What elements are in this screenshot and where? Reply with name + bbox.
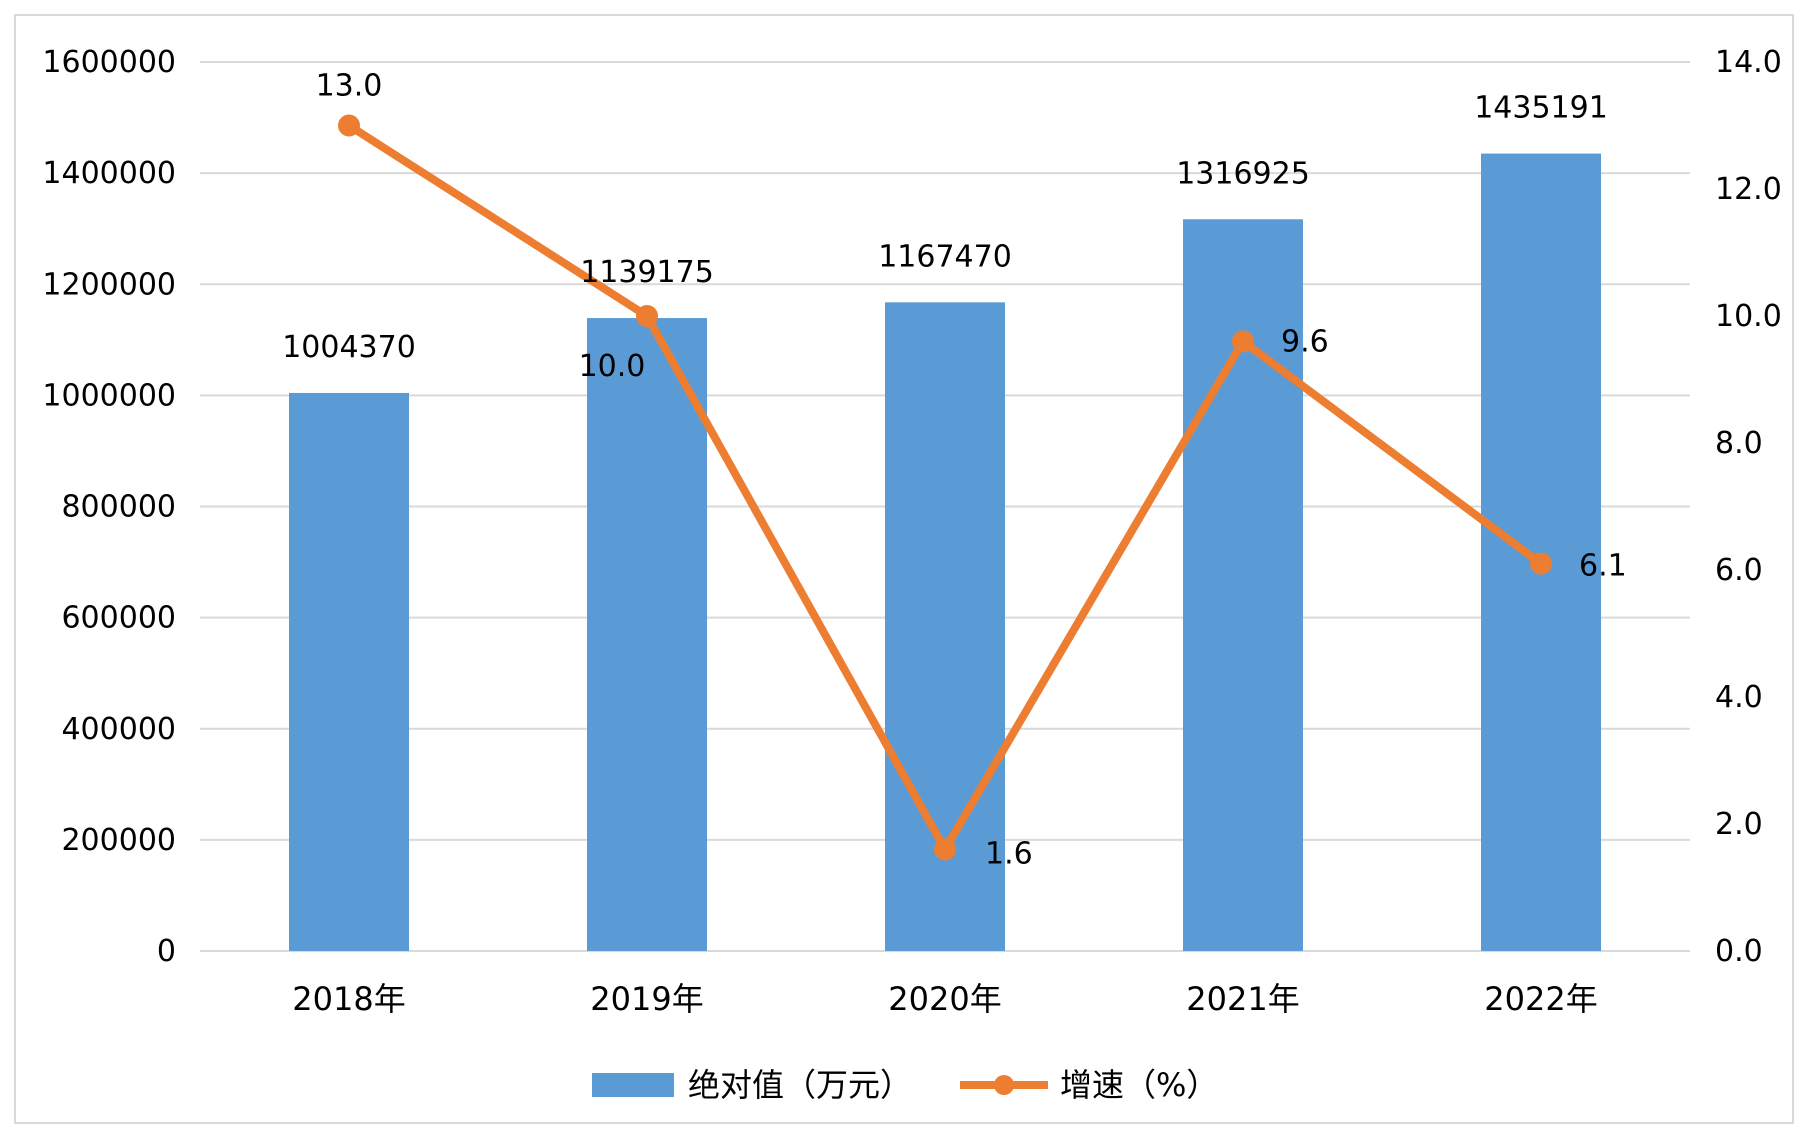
right-tick-label: 0.0 xyxy=(1715,934,1763,969)
line-data-labels: 13.0 10.0 1.6 9.6 6.1 xyxy=(316,69,1627,872)
bar-data-labels: 1004370 1139175 1167470 1316925 1435191 xyxy=(282,91,1608,365)
left-tick-label: 400000 xyxy=(61,712,176,747)
category-label: 2018年 xyxy=(292,980,405,1018)
right-tick-label: 8.0 xyxy=(1715,426,1763,461)
bar-data-label: 1167470 xyxy=(878,239,1012,274)
left-tick-label: 1400000 xyxy=(42,156,176,191)
category-label: 2020年 xyxy=(888,980,1001,1018)
bar-series xyxy=(289,153,1601,952)
bar xyxy=(1481,153,1601,951)
right-tick-label: 12.0 xyxy=(1715,172,1782,207)
bar-data-label: 1316925 xyxy=(1176,156,1310,191)
bar-data-label: 1139175 xyxy=(580,255,714,290)
category-axis-labels: 2018年 2019年 2020年 2021年 2022年 xyxy=(292,980,1597,1018)
right-axis-ticks: 0.0 2.0 4.0 6.0 8.0 10.0 12.0 14.0 xyxy=(1715,45,1782,969)
bar xyxy=(289,392,409,952)
line-data-label: 1.6 xyxy=(985,836,1033,871)
left-tick-label: 200000 xyxy=(61,823,176,858)
left-tick-label: 1600000 xyxy=(42,45,176,80)
category-label: 2021年 xyxy=(1186,980,1299,1018)
line-data-label: 6.1 xyxy=(1579,549,1627,584)
left-axis-ticks: 0 200000 400000 600000 800000 1000000 1200000 1… xyxy=(42,45,176,969)
right-tick-label: 2.0 xyxy=(1715,807,1763,842)
right-tick-label: 10.0 xyxy=(1715,299,1782,334)
left-tick-label: 800000 xyxy=(61,490,176,525)
left-tick-label: 1200000 xyxy=(42,267,176,302)
legend-line-marker xyxy=(994,1075,1014,1095)
legend-bar-label: 绝对值（万元） xyxy=(688,1066,912,1104)
left-tick-label: 1000000 xyxy=(42,378,176,413)
line-data-label: 10.0 xyxy=(579,349,646,384)
right-tick-label: 4.0 xyxy=(1715,680,1763,715)
line-series xyxy=(338,114,1552,861)
legend: 绝对值（万元） 增速（%） xyxy=(592,1066,1218,1104)
right-tick-label: 14.0 xyxy=(1715,45,1782,80)
bar xyxy=(587,318,707,951)
bar-data-label: 1004370 xyxy=(282,330,416,365)
left-tick-label: 600000 xyxy=(61,601,176,636)
legend-bar-swatch xyxy=(592,1073,674,1097)
line-point xyxy=(1232,330,1254,353)
legend-line-label: 增速（%） xyxy=(1060,1066,1218,1104)
line-point xyxy=(338,114,360,137)
bar-data-label: 1435191 xyxy=(1474,91,1608,126)
line-data-label: 13.0 xyxy=(316,69,383,104)
category-label: 2022年 xyxy=(1484,980,1597,1018)
line-data-label: 9.6 xyxy=(1281,324,1329,359)
line-point xyxy=(636,305,658,327)
line-point xyxy=(1530,552,1552,575)
right-tick-label: 6.0 xyxy=(1715,553,1763,588)
left-tick-label: 0 xyxy=(157,934,176,969)
line-point xyxy=(934,838,956,861)
category-label: 2019年 xyxy=(590,980,703,1018)
